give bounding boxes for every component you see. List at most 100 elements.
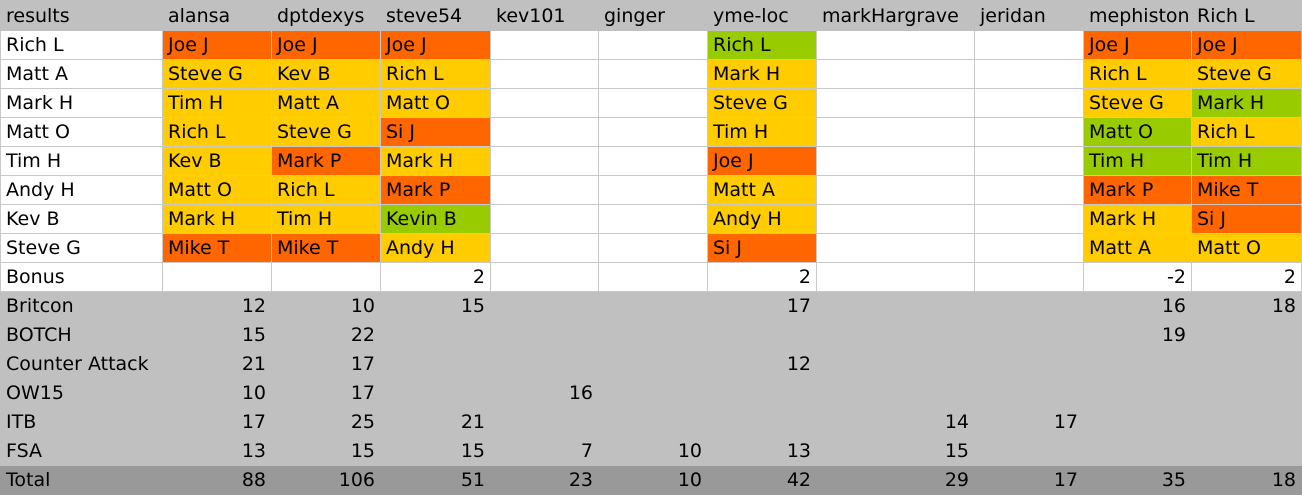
score-cell: 35 bbox=[1083, 465, 1192, 495]
empty-cell bbox=[816, 349, 975, 379]
pick-cell: Rich L bbox=[1191, 117, 1302, 147]
pick-row: Kev B Mark H Tim H Kevin B Andy H Mark H Si J bbox=[0, 204, 1302, 234]
score-cell: 51 bbox=[380, 465, 491, 495]
pick-row: Andy H Matt O Rich L Mark P Matt A Mark P Mike… bbox=[0, 175, 1302, 205]
empty-cell bbox=[1191, 349, 1302, 379]
score-cell: 10 bbox=[162, 378, 272, 408]
empty-cell bbox=[490, 204, 599, 234]
score-cell: 12 bbox=[707, 349, 817, 379]
score-cell: 19 bbox=[1083, 320, 1192, 350]
score-cell: 29 bbox=[816, 465, 975, 495]
empty-cell bbox=[598, 88, 708, 118]
row-label: FSA bbox=[0, 436, 163, 466]
empty-cell bbox=[1191, 407, 1302, 437]
pick-row: Matt A Steve G Kev B Rich L Mark H Rich L Stev… bbox=[0, 59, 1302, 89]
empty-cell bbox=[490, 146, 599, 176]
empty-cell bbox=[974, 233, 1084, 263]
pick-cell: Rich L bbox=[707, 30, 817, 60]
empty-cell bbox=[707, 378, 817, 408]
score-cell: 2 bbox=[707, 262, 817, 292]
header-cell: kev101 bbox=[490, 0, 599, 31]
empty-cell bbox=[598, 117, 708, 147]
row-label: Counter Attack bbox=[0, 349, 163, 379]
empty-cell bbox=[816, 262, 975, 292]
score-cell: 12 bbox=[162, 291, 272, 321]
row-label: Andy H bbox=[0, 175, 163, 205]
empty-cell bbox=[598, 146, 708, 176]
row-label: Bonus bbox=[0, 262, 163, 292]
row-label: Matt A bbox=[0, 59, 163, 89]
empty-cell bbox=[974, 59, 1084, 89]
row-label: Rich L bbox=[0, 30, 163, 60]
score-cell: 15 bbox=[162, 320, 272, 350]
row-label: Matt O bbox=[0, 117, 163, 147]
empty-cell bbox=[490, 262, 599, 292]
score-cell: 15 bbox=[271, 436, 381, 466]
empty-cell bbox=[1083, 349, 1192, 379]
empty-cell bbox=[816, 291, 975, 321]
empty-cell bbox=[816, 117, 975, 147]
score-cell: 18 bbox=[1191, 465, 1302, 495]
empty-cell bbox=[162, 262, 272, 292]
pick-cell: Mike T bbox=[1191, 175, 1302, 205]
empty-cell bbox=[1083, 407, 1192, 437]
empty-cell bbox=[598, 291, 708, 321]
score-cell: 21 bbox=[162, 349, 272, 379]
score-cell: -2 bbox=[1083, 262, 1192, 292]
header-cell: jeridan bbox=[974, 0, 1084, 31]
score-cell: 16 bbox=[490, 378, 599, 408]
score-cell: 17 bbox=[271, 349, 381, 379]
empty-cell bbox=[598, 320, 708, 350]
empty-cell bbox=[816, 204, 975, 234]
pick-cell: Matt A bbox=[707, 175, 817, 205]
empty-cell bbox=[816, 30, 975, 60]
header-cell: ginger bbox=[598, 0, 708, 31]
empty-cell bbox=[598, 59, 708, 89]
empty-cell bbox=[490, 291, 599, 321]
empty-cell bbox=[490, 117, 599, 147]
pick-cell: Si J bbox=[1191, 204, 1302, 234]
empty-cell bbox=[707, 320, 817, 350]
empty-cell bbox=[490, 320, 599, 350]
score-cell: 10 bbox=[598, 436, 708, 466]
score-cell: 2 bbox=[380, 262, 491, 292]
empty-cell bbox=[974, 117, 1084, 147]
pick-cell: Mark H bbox=[162, 204, 272, 234]
empty-cell bbox=[598, 407, 708, 437]
header-cell: markHargrave bbox=[816, 0, 975, 31]
score-cell: 88 bbox=[162, 465, 272, 495]
empty-cell bbox=[974, 436, 1084, 466]
empty-cell bbox=[598, 378, 708, 408]
pick-cell: Kev B bbox=[162, 146, 272, 176]
empty-cell bbox=[974, 320, 1084, 350]
empty-cell bbox=[598, 204, 708, 234]
score-cell: 17 bbox=[974, 407, 1084, 437]
score-cell: 15 bbox=[816, 436, 975, 466]
pick-cell: Mark H bbox=[1191, 88, 1302, 118]
score-cell: 10 bbox=[271, 291, 381, 321]
pick-cell: Si J bbox=[707, 233, 817, 263]
empty-cell bbox=[1191, 378, 1302, 408]
pick-cell: Matt O bbox=[1083, 117, 1192, 147]
header-cell: steve54 bbox=[380, 0, 491, 31]
event-row: OW15 10 17 16 bbox=[0, 378, 1302, 408]
pick-cell: Mike T bbox=[271, 233, 381, 263]
score-cell: 16 bbox=[1083, 291, 1192, 321]
pick-cell: Kevin B bbox=[380, 204, 491, 234]
pick-cell: Mark H bbox=[380, 146, 491, 176]
header-cell: alansa bbox=[162, 0, 272, 31]
empty-cell bbox=[598, 30, 708, 60]
pick-cell: Mike T bbox=[162, 233, 272, 263]
pick-cell: Joe J bbox=[1083, 30, 1192, 60]
empty-cell bbox=[816, 378, 975, 408]
score-cell: 22 bbox=[271, 320, 381, 350]
pick-cell: Steve G bbox=[1191, 59, 1302, 89]
pick-cell: Steve G bbox=[707, 88, 817, 118]
empty-cell bbox=[598, 175, 708, 205]
score-cell: 17 bbox=[974, 465, 1084, 495]
empty-cell bbox=[816, 146, 975, 176]
score-cell: 2 bbox=[1191, 262, 1302, 292]
empty-cell bbox=[974, 262, 1084, 292]
pick-cell: Mark P bbox=[1083, 175, 1192, 205]
empty-cell bbox=[974, 175, 1084, 205]
